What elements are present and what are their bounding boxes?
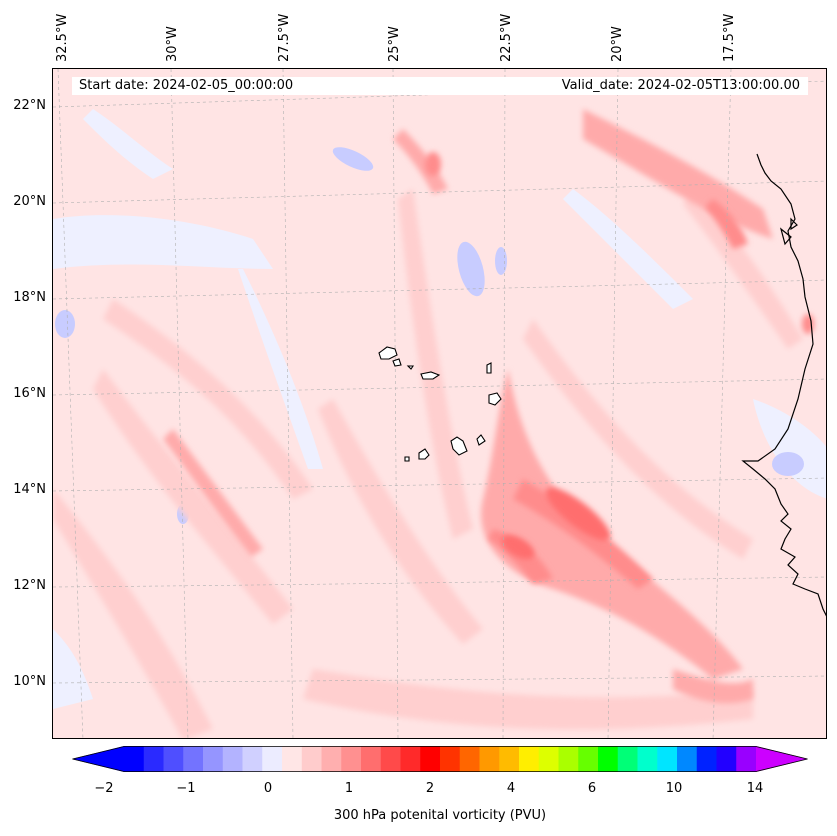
colorbar-segment <box>242 746 263 772</box>
colorbar-segment <box>637 746 658 772</box>
colorbar-segment <box>519 746 540 772</box>
latitude-label: 22°N <box>13 98 46 113</box>
colorbar-segment <box>282 746 303 772</box>
latitude-label: 12°N <box>13 578 46 593</box>
colorbar-segment <box>222 746 243 772</box>
colorbar-tick-label: 14 <box>746 781 764 796</box>
longitude-label: 17.5°W <box>722 13 737 62</box>
longitude-label: 32.5°W <box>55 13 70 62</box>
latitude-label: 14°N <box>13 482 46 497</box>
negative-pv-areas <box>53 109 826 709</box>
colorbar-outline <box>72 746 808 772</box>
colorbar <box>72 746 808 772</box>
map-panel <box>52 68 827 739</box>
colorbar-segment <box>598 746 619 772</box>
colorbar-segment <box>341 746 362 772</box>
colorbar-segment <box>459 746 480 772</box>
longitude-label: 27.5°W <box>277 13 292 62</box>
colorbar-segment <box>440 746 461 772</box>
longitude-label: 25°W <box>387 26 402 62</box>
colorbar-tick-label: −1 <box>176 781 196 796</box>
colorbar-tick-label: 2 <box>425 781 435 796</box>
info-bar: Start date: 2024-02-05_00:00:00 Valid_da… <box>72 77 808 95</box>
latitude-label: 16°N <box>13 386 46 401</box>
colorbar-tick-label: 1 <box>344 781 354 796</box>
colorbar-under-arrow <box>72 746 124 772</box>
colorbar-segment <box>380 746 401 772</box>
colorbar-tick-label: 0 <box>263 781 273 796</box>
colorbar-segment <box>479 746 500 772</box>
colorbar-segment <box>538 746 559 772</box>
colorbar-segment <box>736 746 757 772</box>
colorbar-segment <box>203 746 224 772</box>
colorbar-segment <box>301 746 322 772</box>
low-pv-bands <box>53 189 803 738</box>
colorbar-tick-label: −2 <box>94 781 114 796</box>
colorbar-segment <box>677 746 698 772</box>
colorbar-segment <box>578 746 599 772</box>
latitude-label: 10°N <box>13 674 46 689</box>
colorbar-segment <box>420 746 441 772</box>
colorbar-tick-label: 6 <box>587 781 597 796</box>
valid-date-label: Valid_date: 2024-02-05T13:00:00.00 <box>561 78 800 93</box>
colorbar-segment <box>183 746 204 772</box>
negative-pv-cores <box>55 147 804 524</box>
longitude-label: 22.5°W <box>499 13 514 62</box>
colorbar-segment <box>143 746 164 772</box>
colorbar-segment <box>617 746 638 772</box>
pv-field-map <box>53 69 826 738</box>
colorbar-segment <box>321 746 342 772</box>
colorbar-segment <box>558 746 579 772</box>
longitude-label: 30°W <box>165 26 180 62</box>
colorbar-over-arrow <box>756 746 808 772</box>
moderate-pv-ridge <box>163 109 773 704</box>
colorbar-segment <box>499 746 520 772</box>
coastline <box>741 153 826 617</box>
start-date-label: Start date: 2024-02-05_00:00:00 <box>79 78 294 93</box>
colorbar-segment <box>716 746 737 772</box>
colorbar-label: 300 hPa potenital vorticity (PVU) <box>333 808 547 823</box>
colorbar-tick-label: 10 <box>665 781 683 796</box>
cape-verde-islands <box>378 346 502 462</box>
colorbar-segment <box>361 746 382 772</box>
colorbar-segment <box>124 746 145 772</box>
colorbar-segment <box>657 746 678 772</box>
colorbar-tick-label: 4 <box>506 781 516 796</box>
colorbar-segment <box>696 746 717 772</box>
peak-pv-core <box>501 487 611 559</box>
colorbar-segment <box>262 746 283 772</box>
latitude-label: 18°N <box>13 290 46 305</box>
colorbar-segment <box>400 746 421 772</box>
latitude-label: 20°N <box>13 194 46 209</box>
colorbar-segment <box>163 746 184 772</box>
longitude-label: 20°W <box>610 26 625 62</box>
